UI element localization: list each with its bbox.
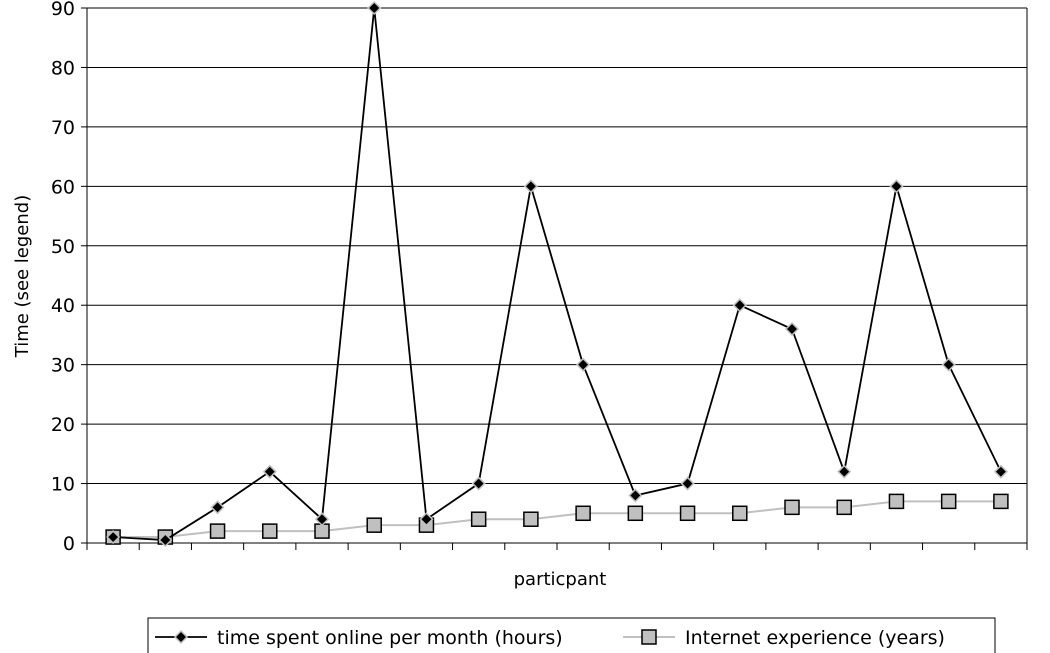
series-line [113,500,1001,539]
legend-box [147,617,996,653]
data-point [836,499,852,516]
data-point [837,464,852,479]
data-point [628,488,643,503]
legend-marker [173,629,189,645]
data-point [575,505,591,522]
legend-label: time spent online per month (hours) [217,627,563,649]
data-point [523,179,538,194]
data-point [993,493,1009,510]
data-point [262,523,278,539]
data-point [679,505,696,522]
data-point [993,464,1008,479]
data-point [210,500,225,515]
data-point [941,357,956,372]
data-point [366,517,382,533]
y-tick-label: 60 [51,176,75,198]
data-point [888,493,905,510]
y-tick-label: 50 [51,236,75,258]
axes: 0 10 20 30 40 50 60 70 80 90 [51,0,1028,555]
data-point [784,321,800,337]
y-tick-label: 0 [63,533,75,555]
y-tick-label: 30 [51,355,75,377]
data-point [889,179,904,194]
legend-entry: Internet experience (years) [623,627,945,649]
y-tick-label: 20 [51,414,75,436]
data-point [940,493,957,510]
data-point [367,0,382,16]
data-point [576,357,591,372]
legend-label: Internet experience (years) [685,627,945,649]
y-axis-title: Time (see legend) [12,195,33,358]
y-tick-label: 10 [51,474,75,496]
legend-marker [641,629,657,645]
data-point [627,505,644,522]
y-tick-label: 80 [51,57,75,79]
data-point [784,499,800,516]
data-point [680,476,695,491]
x-axis-title: particpant [514,569,607,590]
y-tick-label: 90 [51,0,75,20]
data-point [732,505,748,522]
data-point [732,298,747,313]
series-time-online [106,0,1008,548]
y-tick-label: 70 [51,117,75,139]
data-point [262,464,277,479]
legend: time spent online per month (hours) Inter… [147,617,996,653]
series-group [105,0,1009,548]
series-line [113,7,1002,541]
data-point [158,532,173,548]
data-point [106,529,121,545]
data-point [523,511,539,527]
series-internet-experience [105,493,1009,545]
data-point [314,512,330,527]
data-point [471,476,486,491]
legend-entry: time spent online per month (hours) [155,627,563,649]
y-tick-label: 40 [51,295,75,317]
data-point [209,523,226,539]
data-point [419,512,434,527]
data-point [470,511,487,527]
